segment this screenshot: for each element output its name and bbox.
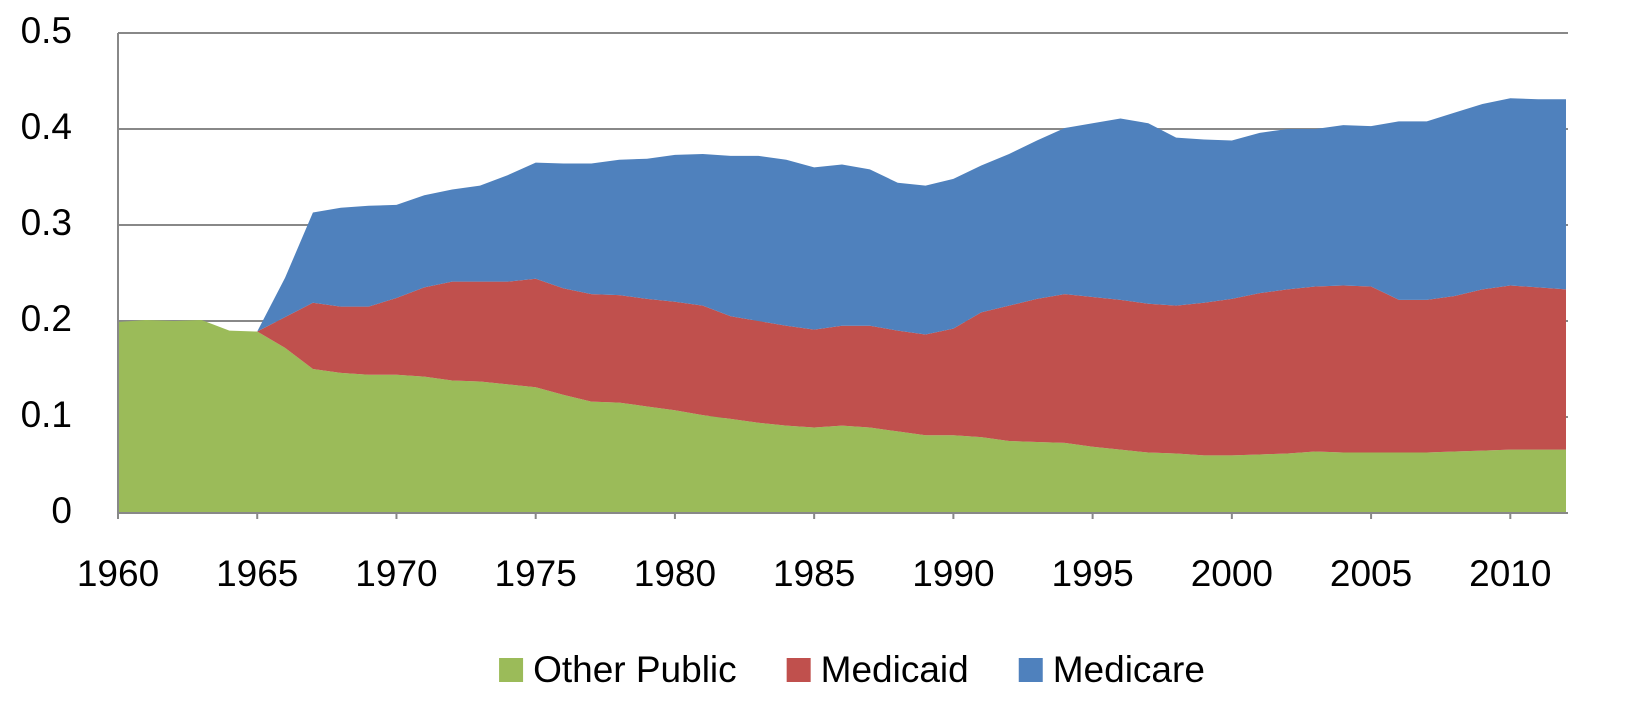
y-tick-label: 0.4: [21, 106, 72, 147]
x-tick-label: 1980: [634, 553, 716, 594]
legend-swatch: [499, 658, 524, 682]
legend-label: Other Public: [533, 649, 737, 690]
x-tick-label: 2005: [1330, 553, 1412, 594]
y-tick-label: 0.3: [21, 202, 72, 243]
x-tick-label: 1995: [1051, 553, 1133, 594]
area: [118, 98, 1566, 335]
x-tick-label: 1990: [912, 553, 994, 594]
x-tick-label: 1960: [77, 553, 159, 594]
area: [118, 320, 1566, 513]
x-tick-label: 1970: [355, 553, 437, 594]
legend-swatch: [786, 658, 811, 682]
legend-swatch: [1018, 658, 1043, 682]
x-tick-label: 2000: [1191, 553, 1273, 594]
x-tick-label: 1985: [773, 553, 855, 594]
legend-label: Medicare: [1053, 649, 1205, 690]
x-tick-label: 1975: [495, 553, 577, 594]
y-tick-label: 0.2: [21, 298, 72, 339]
y-tick-label: 0.1: [21, 394, 72, 435]
area: [118, 278, 1566, 456]
legend-label: Medicaid: [821, 649, 969, 690]
x-tick-label: 2010: [1469, 553, 1551, 594]
y-tick-label: 0.5: [21, 10, 72, 51]
y-tick-label: 0: [51, 490, 72, 531]
x-tick-label: 1965: [216, 553, 298, 594]
